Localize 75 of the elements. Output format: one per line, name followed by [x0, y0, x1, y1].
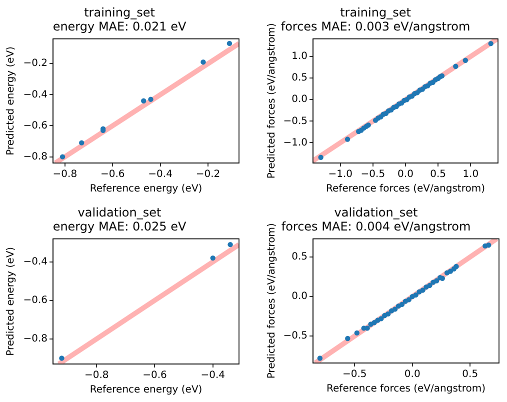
point	[354, 330, 360, 336]
point	[440, 276, 445, 281]
y-tick-label: −0.6	[23, 120, 48, 132]
point	[317, 356, 323, 361]
x-tick-label: −0.2	[196, 169, 220, 180]
chart-subtitle: energy MAE: 0.021 eV	[52, 20, 187, 34]
chart-subtitle: energy MAE: 0.025 eV	[52, 220, 187, 234]
point	[226, 40, 232, 46]
point	[488, 40, 494, 46]
y-axis-title: Predicted energy (eV)	[6, 246, 17, 356]
x-axis-title: Reference energy (eV)	[90, 384, 202, 396]
point	[79, 140, 84, 146]
chart-title: training_set	[340, 5, 412, 20]
point	[60, 154, 66, 160]
point	[453, 64, 458, 69]
point	[434, 278, 440, 284]
point	[420, 288, 426, 293]
y-tick-label: −0.6	[23, 295, 48, 306]
x-tick-label: −0.6	[100, 169, 125, 180]
x-axis-title: Reference energy (eV)	[90, 184, 202, 195]
x-tick-label: −1.0	[328, 169, 353, 180]
y-tick-label: −1.0	[283, 137, 308, 148]
x-axis-title: Reference forces (eV/angstrom)	[326, 384, 486, 395]
point	[210, 255, 216, 261]
point	[385, 311, 391, 317]
point	[345, 336, 350, 342]
x-tick-label: −0.4	[200, 370, 225, 382]
point	[486, 242, 492, 248]
x-tick-label: −0.5	[360, 169, 386, 180]
chart-subtitle: forces MAE: 0.004 eV/angstrom	[281, 220, 471, 234]
y-axis-title: Predicted energy (eV)	[6, 46, 17, 156]
y-axis-title: Predicted forces (eV/angstrom)	[266, 23, 278, 179]
x-tick-label: −0.8	[84, 370, 109, 382]
point	[148, 96, 154, 102]
y-tick-label: 0.5	[292, 252, 308, 263]
point	[200, 59, 206, 65]
y-tick-label: 1.0	[292, 51, 308, 62]
y-axis-title: Predicted forces (eV/angstrom)	[266, 223, 278, 379]
point	[318, 154, 324, 160]
x-tick-label: −0.5	[342, 369, 367, 380]
point	[141, 98, 146, 104]
y-tick-label: 0.0	[292, 291, 308, 302]
y-tick-label: −0.8	[23, 334, 48, 345]
x-tick-label: 0.5	[430, 169, 446, 180]
chart-subtitle: forces MAE: 0.003 eV/angstrom	[280, 20, 470, 34]
y-tick-label: −0.4	[23, 89, 48, 100]
point	[392, 306, 398, 312]
point	[378, 316, 384, 322]
point	[427, 282, 432, 288]
y-tick-label: −0.5	[283, 116, 308, 127]
y-tick-label: −0.2	[23, 58, 48, 70]
chart-title: validation_set	[334, 205, 418, 220]
y-tick-label: 0.5	[292, 72, 308, 84]
point	[59, 356, 64, 361]
point	[344, 136, 350, 142]
x-tick-label: −0.6	[142, 370, 167, 382]
x-tick-label: −0.4	[148, 169, 172, 180]
y-tick-label: −0.5	[283, 330, 308, 342]
point	[406, 297, 412, 302]
chart-title: training_set	[84, 5, 156, 20]
x-tick-label: 0.0	[404, 369, 420, 380]
point	[413, 292, 418, 298]
y-tick-label: −0.8	[23, 151, 48, 162]
point	[228, 242, 233, 248]
y-tick-label: −0.4	[23, 256, 48, 268]
x-tick-label: −0.8	[52, 169, 78, 180]
point	[454, 264, 459, 270]
chart-title: validation_set	[78, 205, 162, 220]
x-tick-label: 0.5	[462, 369, 478, 380]
x-tick-label: 1.0	[462, 169, 479, 180]
y-tick-label: 0.0	[292, 94, 308, 106]
x-tick-label: 0.0	[398, 169, 414, 180]
point	[399, 302, 405, 308]
x-axis-title: Reference forces (eV/angstrom)	[326, 184, 486, 195]
point	[462, 58, 468, 63]
